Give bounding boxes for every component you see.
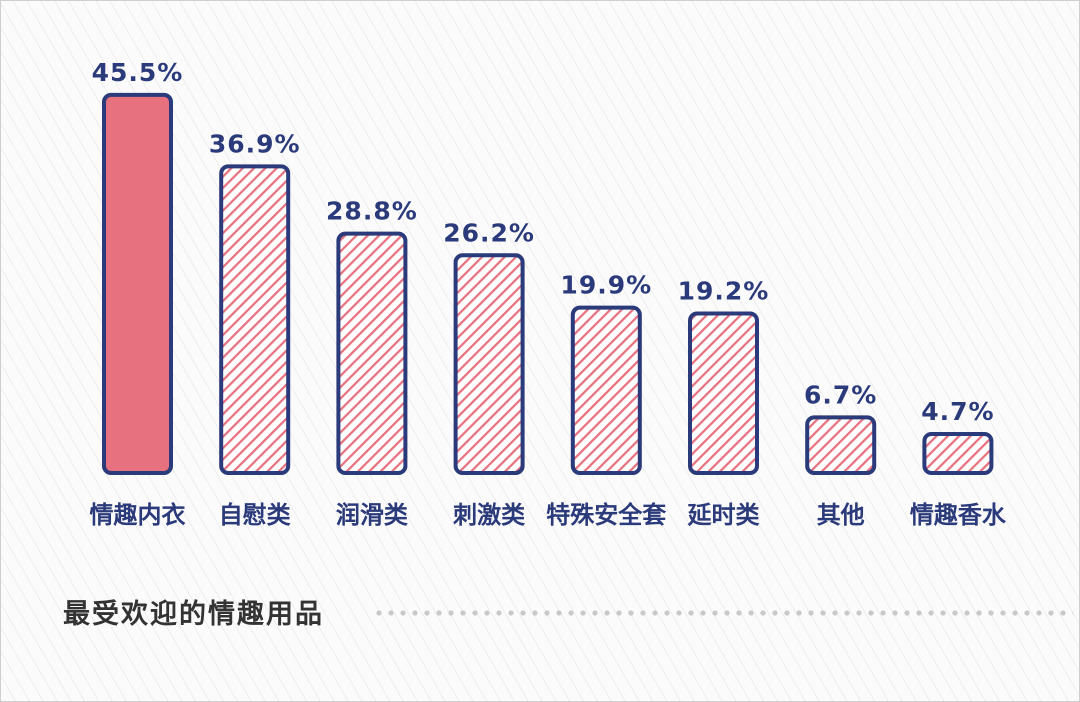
value-label-7: 4.7% xyxy=(921,397,994,426)
value-label-1: 36.9% xyxy=(209,129,301,158)
category-label-1: 自慰类 xyxy=(219,501,292,529)
bar-3 xyxy=(453,253,525,475)
category-label-5: 延时类 xyxy=(687,501,761,529)
value-label-3: 26.2% xyxy=(443,218,535,247)
bar-4 xyxy=(570,305,642,476)
bar-7 xyxy=(922,431,994,475)
bar-5 xyxy=(688,311,759,475)
value-label-5: 19.2% xyxy=(678,276,770,305)
category-label-4: 特殊安全套 xyxy=(546,501,667,529)
chart-subtitle: 最受欢迎的情趣用品 xyxy=(63,599,324,630)
category-label-2: 润滑类 xyxy=(336,501,409,529)
bar-1 xyxy=(219,164,291,475)
category-label-0: 情趣内衣 xyxy=(90,501,186,529)
dotted-divider xyxy=(373,610,1073,616)
value-label-6: 6.7% xyxy=(804,380,877,409)
bar-2 xyxy=(336,231,408,475)
value-label-4: 19.9% xyxy=(560,271,652,300)
value-label-2: 28.8% xyxy=(326,197,418,226)
bar-0 xyxy=(102,92,173,476)
category-label-3: 刺激类 xyxy=(453,501,526,529)
category-label-6: 其他 xyxy=(817,501,865,529)
category-label-7: 情趣香水 xyxy=(910,501,1007,529)
value-label-0: 45.5% xyxy=(92,58,184,87)
bar-6 xyxy=(805,415,877,475)
